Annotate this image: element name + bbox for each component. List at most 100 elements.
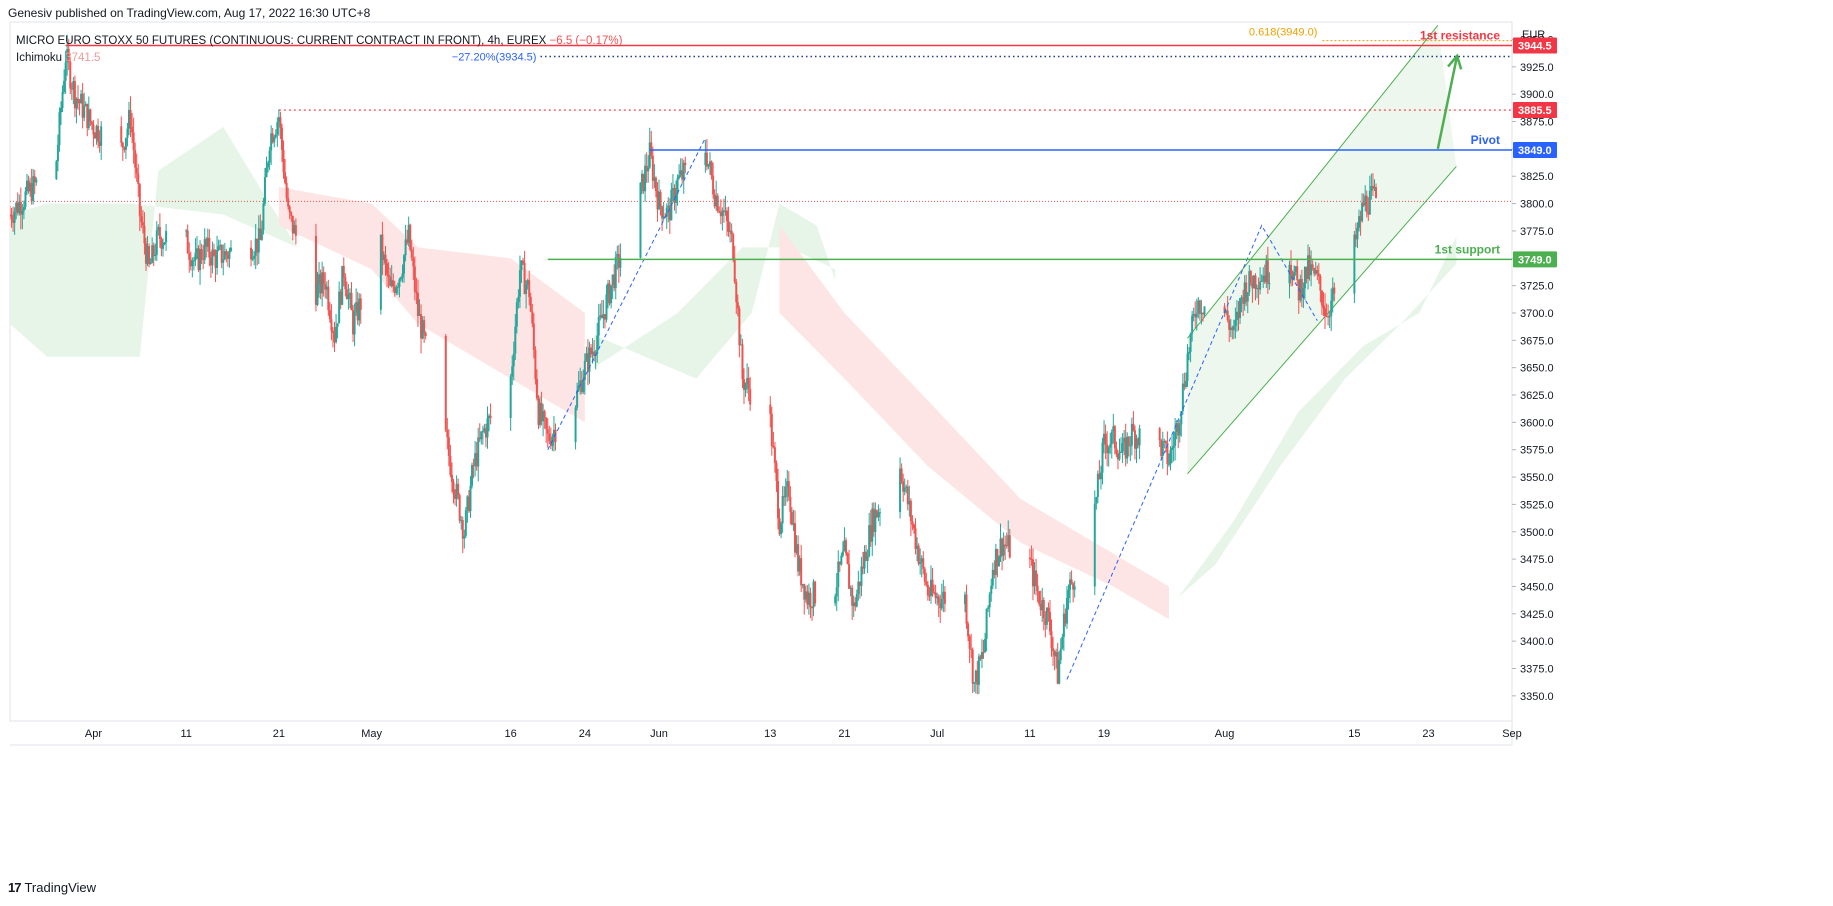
candle-down	[1028, 557, 1031, 559]
candle-up	[211, 249, 214, 266]
y-tick-label: 3625.0	[1520, 390, 1554, 402]
candle-down	[554, 429, 557, 443]
candle-down	[1127, 436, 1130, 446]
candle-up	[1303, 266, 1306, 289]
candle-up	[1055, 652, 1058, 657]
candle-up	[477, 437, 480, 467]
candle-down	[444, 336, 447, 431]
candle-up	[1174, 432, 1177, 446]
candle-up	[21, 210, 24, 215]
candle-down	[120, 126, 123, 143]
candle-down	[540, 402, 543, 422]
channel-upper-line	[1187, 24, 1439, 339]
candle-down	[345, 289, 348, 300]
candle-down	[651, 155, 654, 181]
candle-up	[1175, 423, 1178, 433]
candle-down	[656, 191, 659, 210]
candle-down	[613, 274, 616, 289]
publisher-line: Genesiv published on TradingView.com, Au…	[8, 6, 371, 20]
candle-up	[784, 486, 787, 498]
candle-down	[911, 521, 914, 525]
candle-down	[138, 184, 141, 217]
candle-up	[157, 227, 160, 231]
candle-down	[1106, 444, 1109, 454]
candle-down	[773, 447, 776, 463]
ichimoku-cloud-green	[10, 127, 298, 357]
candle-up	[798, 558, 801, 572]
candle-up	[1260, 280, 1263, 282]
candle-up	[1189, 333, 1192, 352]
candle-down	[727, 221, 730, 232]
y-tick-label: 3825.0	[1520, 171, 1554, 183]
price-tag-bg	[1513, 102, 1557, 119]
candle-down	[684, 162, 687, 166]
candle-down	[1183, 383, 1186, 387]
candle-up	[253, 255, 256, 259]
candle-up	[878, 512, 881, 514]
candle-down	[543, 411, 546, 418]
candle-down	[1047, 607, 1050, 612]
candle-down	[330, 319, 333, 331]
candle-down	[917, 545, 920, 564]
candle-up	[1110, 431, 1113, 445]
candle-down	[409, 224, 412, 250]
candle-up	[1033, 570, 1036, 587]
candle-down	[909, 500, 912, 522]
candle-down	[747, 378, 750, 389]
candle-down	[81, 93, 84, 118]
indicator-line[interactable]: Ichimoku 3741.5	[16, 52, 100, 64]
candle-up	[194, 252, 197, 261]
candle-up	[525, 284, 528, 294]
tradingview-brand[interactable]: 17 TradingView	[8, 880, 96, 895]
candle-down	[865, 551, 868, 561]
candle-down	[800, 558, 803, 586]
candle-down	[214, 255, 217, 268]
candle-down	[790, 511, 793, 525]
candle-up	[936, 596, 939, 599]
candle-up	[1007, 535, 1010, 547]
candle-up	[1307, 255, 1310, 279]
candle-down	[446, 430, 449, 438]
candle-down	[359, 298, 362, 310]
candle-down	[331, 330, 334, 333]
candle-up	[509, 376, 512, 418]
candle-down	[1354, 234, 1357, 240]
x-tick-label: 23	[1422, 728, 1434, 740]
candle-up	[353, 312, 356, 335]
candle-down	[1359, 216, 1362, 222]
candle-up	[988, 594, 991, 608]
candle-up	[1314, 270, 1317, 274]
candle-down	[250, 247, 253, 260]
candle-up	[161, 244, 164, 249]
candle-down	[209, 257, 212, 266]
candle-down	[152, 245, 155, 256]
candle-down	[775, 462, 778, 482]
candle-up	[32, 176, 35, 201]
y-tick-label: 3925.0	[1520, 62, 1554, 74]
candle-up	[1067, 589, 1070, 598]
candle-down	[590, 347, 593, 355]
candle-down	[642, 173, 645, 192]
candle-up	[980, 652, 983, 659]
candle-up	[347, 294, 350, 300]
candle-up	[963, 594, 966, 604]
candle-down	[719, 212, 722, 217]
tradingview-logo-icon: 17	[8, 880, 22, 895]
candle-down	[212, 249, 215, 256]
candle-up	[55, 161, 58, 180]
candle-down	[461, 520, 464, 539]
candle-up	[539, 402, 542, 425]
dashed-swing-line	[547, 137, 706, 450]
candle-down	[600, 315, 603, 319]
candle-down	[27, 180, 30, 192]
candle-up	[518, 270, 521, 297]
candle-up	[1262, 275, 1265, 281]
candle-up	[403, 255, 406, 274]
price-change: −6.5 (−0.17%)	[549, 35, 623, 47]
candle-down	[1115, 448, 1118, 454]
candle-down	[970, 648, 973, 650]
candle-up	[151, 245, 154, 263]
candle-down	[1305, 266, 1308, 279]
candle-down	[1031, 559, 1034, 587]
candle-up	[1293, 271, 1296, 280]
